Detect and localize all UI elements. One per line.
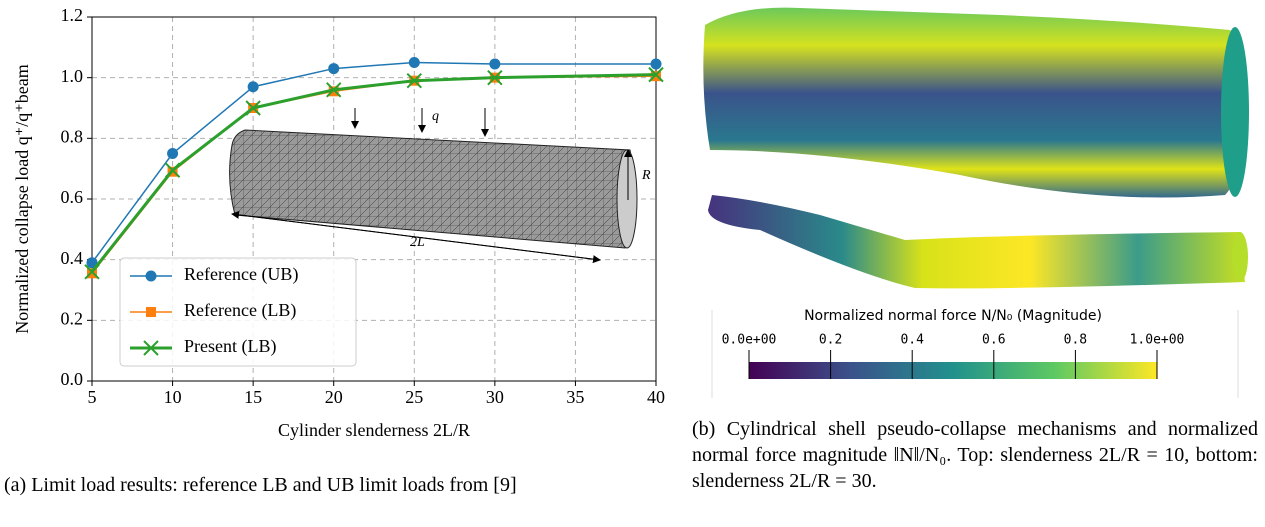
shell-bottom-end xyxy=(1232,232,1248,282)
y-tick-label: 0.4 xyxy=(61,248,84,268)
marker xyxy=(164,162,181,178)
marker xyxy=(326,82,342,98)
x-tick-label: 25 xyxy=(405,387,423,407)
colorbar-tick-label: 0.8 xyxy=(1064,333,1087,348)
caption-b: (b) Cylindrical shell pseudo-collapse me… xyxy=(692,418,1258,492)
marker xyxy=(328,63,340,75)
marker xyxy=(245,100,261,116)
x-tick-label: 20 xyxy=(325,387,343,407)
legend-box xyxy=(119,257,357,367)
marker xyxy=(651,71,661,82)
x-axis-label: Cylinder slenderness 2L/R xyxy=(278,420,470,440)
marker xyxy=(146,307,156,317)
inset-cylinder-end xyxy=(616,149,638,249)
x-tick-label: 5 xyxy=(88,387,97,407)
x-tick-label: 30 xyxy=(486,387,504,407)
marker xyxy=(84,264,100,280)
legend-label: Reference (LB) xyxy=(184,300,296,321)
legend-label: Present (LB) xyxy=(184,336,276,357)
annotation: 2L xyxy=(410,235,425,250)
colorbar-title: Normalized normal force N/N₀ (Magnitude) xyxy=(804,308,1102,324)
shell-top xyxy=(703,7,1246,198)
colorbar xyxy=(749,362,1157,379)
shell-top-end xyxy=(1221,27,1249,197)
annotation: R xyxy=(641,168,651,183)
colorbar-tick-label: 1.0e+00 xyxy=(1130,333,1185,348)
marker xyxy=(650,58,662,70)
plot-frame xyxy=(91,16,657,382)
inset-cylinder xyxy=(229,129,635,249)
marker xyxy=(86,257,98,269)
marker xyxy=(87,268,97,279)
marker xyxy=(489,58,501,70)
shell-bottom xyxy=(708,195,1245,289)
x-tick-label: 10 xyxy=(164,387,182,407)
marker xyxy=(247,81,259,93)
marker xyxy=(143,340,159,356)
colorbar-tick-label: 0.6 xyxy=(982,333,1005,348)
y-axis-label: Normalized collapse load q⁺/q⁺beam xyxy=(12,64,32,333)
y-tick-label: 1.2 xyxy=(61,5,84,25)
y-tick-label: 0.2 xyxy=(61,308,84,328)
marker xyxy=(145,270,157,282)
x-tick-label: 15 xyxy=(244,387,262,407)
x-tick-label: 40 xyxy=(647,387,665,407)
colorbar-tick-label: 0.2 xyxy=(819,333,842,348)
marker xyxy=(487,69,503,86)
marker xyxy=(167,148,179,159)
caption-a: (a) Limit load results: reference LB and… xyxy=(4,474,517,496)
y-tick-label: 1.0 xyxy=(61,66,84,86)
y-tick-label: 0.0 xyxy=(61,369,84,389)
legend-label: Reference (UB) xyxy=(184,264,298,285)
marker xyxy=(648,66,664,83)
length-arrow xyxy=(231,210,601,261)
x-tick-label: 35 xyxy=(566,387,584,407)
marker xyxy=(408,57,420,68)
annotation: q xyxy=(432,109,439,124)
colorbar-tick-label: 0.4 xyxy=(900,333,924,348)
colorbar-tick-label: 0.0e+00 xyxy=(722,333,777,348)
y-tick-label: 0.8 xyxy=(61,126,84,146)
marker xyxy=(406,72,422,89)
y-tick-label: 0.6 xyxy=(61,187,84,207)
